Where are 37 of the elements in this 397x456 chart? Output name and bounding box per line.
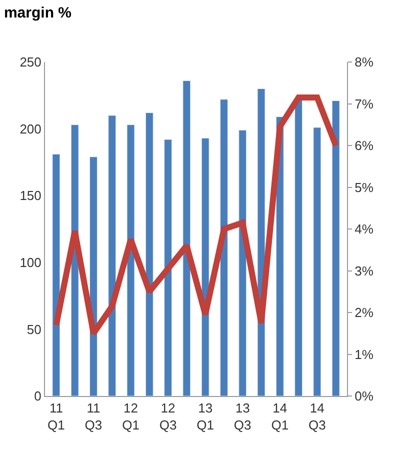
bar: [52, 154, 60, 396]
bar: [332, 100, 340, 396]
y2-tick-label: 2%: [354, 305, 374, 320]
bar: [313, 127, 322, 396]
y-tick-label: 250: [20, 54, 42, 70]
bar: [126, 124, 135, 396]
x-tick-label: 11 Q3: [84, 400, 102, 432]
y2-tick-label: 8%: [354, 54, 374, 70]
x-tick-label: 12 Q3: [159, 400, 177, 432]
x-tick-label: 14 Q1: [271, 400, 289, 432]
x-tick-label: 12 Q1: [122, 400, 140, 432]
chart-title: margin %: [4, 4, 72, 22]
bar: [164, 139, 172, 396]
y-tick-label: 200: [20, 121, 42, 136]
bar: [182, 80, 191, 396]
y-tick-label: 100: [20, 254, 42, 270]
bar: [89, 156, 98, 396]
y2-tick-label: 0%: [354, 388, 374, 404]
x-tick-label: 14 Q3: [308, 400, 326, 432]
bar: [238, 130, 247, 396]
y-tick-label: 0: [34, 388, 42, 404]
bar: [70, 124, 79, 396]
bar: [108, 115, 116, 396]
bar: [145, 112, 154, 396]
y2-tick-label: 4%: [354, 222, 374, 237]
x-tick-label: 13 Q1: [196, 400, 214, 432]
bar: [201, 138, 210, 396]
bar: [220, 99, 228, 396]
x-tick-label: 11 Q1: [48, 400, 65, 432]
y2-tick-label: 6%: [354, 138, 374, 154]
y2-tick-label: 3%: [354, 263, 374, 278]
y2-tick-label: 5%: [354, 180, 374, 195]
y2-tick-label: 1%: [354, 346, 374, 362]
y-tick-label: 150: [20, 188, 42, 204]
x-tick-label: 13 Q3: [234, 400, 252, 432]
y2-tick-label: 7%: [354, 96, 374, 112]
y-tick-label: 50: [26, 322, 42, 337]
